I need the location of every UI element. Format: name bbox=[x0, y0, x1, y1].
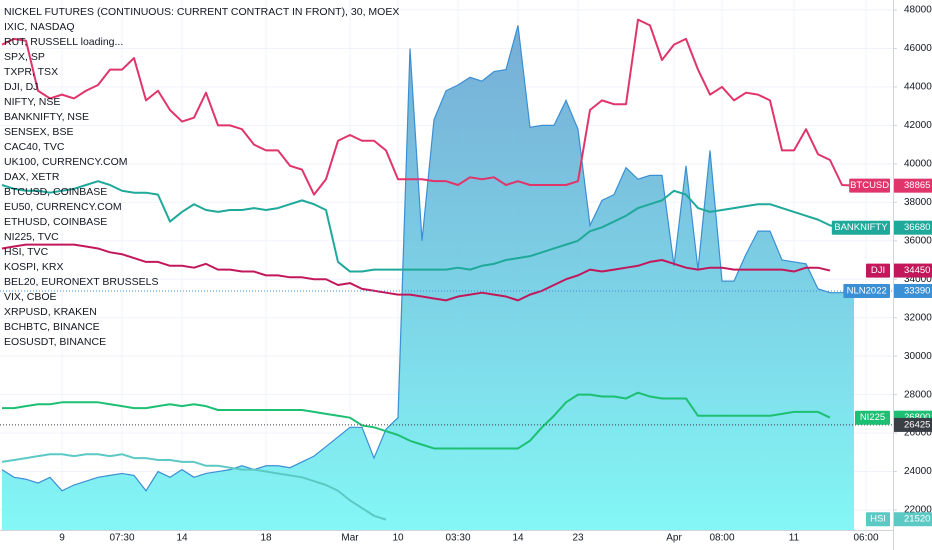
y-tick-label: 42000 bbox=[904, 120, 932, 131]
tag-value: 38865 bbox=[904, 180, 930, 191]
tag-value: 26800 bbox=[904, 412, 930, 423]
series-line bbox=[1, 453, 387, 521]
tag-value-box bbox=[894, 283, 932, 298]
legend-item: IXIC, NASDAQ bbox=[4, 21, 75, 33]
legend-item: BEL20, EURONEXT BRUSSELS bbox=[4, 276, 158, 288]
axes: 22000 24000 26000 28000 30000 32000 34000 36000… bbox=[59, 5, 932, 544]
legend-item: DAX, XETR bbox=[4, 171, 60, 183]
x-tick-label: 11 bbox=[789, 533, 800, 544]
x-tick-label: 10 bbox=[392, 533, 404, 544]
tag-value: 26425 bbox=[904, 419, 930, 430]
tag-value: 36680 bbox=[904, 222, 930, 233]
y-tick-label: 44000 bbox=[904, 82, 932, 93]
legend-item: ETHUSD, COINBASE bbox=[4, 216, 107, 228]
legend-item: KOSPI, KRX bbox=[4, 261, 64, 273]
tag-name-box bbox=[855, 410, 890, 425]
y-tick-label: 46000 bbox=[904, 43, 932, 54]
tag-value: 34450 bbox=[904, 265, 930, 276]
price-tag: HSI 21520 bbox=[866, 512, 932, 527]
tag-value-box bbox=[894, 512, 932, 527]
x-tick-label: 14 bbox=[176, 533, 188, 544]
legend-item: HSI, TVC bbox=[4, 246, 49, 258]
x-tick-label: 06:00 bbox=[853, 533, 878, 544]
tag-value: 33390 bbox=[904, 285, 930, 296]
legend-item: BCHBTC, BINANCE bbox=[4, 321, 100, 333]
y-tick-label: 24000 bbox=[904, 466, 932, 477]
crosshair-tag: 26425 bbox=[894, 417, 932, 432]
legend-item: XRPUSD, KRAKEN bbox=[4, 306, 97, 318]
legend-item: NIFTY, NSE bbox=[4, 96, 60, 108]
y-tick-label: 36000 bbox=[904, 235, 932, 246]
legend-item: BANKNIFTY, NSE bbox=[4, 111, 89, 123]
y-tick-label: 28000 bbox=[904, 389, 932, 400]
tag-value-box bbox=[894, 263, 932, 278]
tag-value-box bbox=[894, 417, 932, 432]
legend-title: NICKEL FUTURES (CONTINUOUS: CURRENT CONT… bbox=[4, 6, 399, 18]
y-tick-label: 32000 bbox=[904, 312, 932, 323]
tag-name-box bbox=[866, 512, 890, 527]
series-line bbox=[1, 180, 855, 273]
y-tick-label: 40000 bbox=[904, 158, 932, 169]
x-tick-label: Mar bbox=[341, 533, 359, 544]
x-tick-label: 14 bbox=[512, 533, 524, 544]
tag-value: 21520 bbox=[904, 514, 930, 525]
x-tick-label: 03:30 bbox=[445, 533, 470, 544]
tag-name: NI225 bbox=[860, 412, 885, 423]
tag-name: DJI bbox=[871, 265, 885, 276]
y-tick-label: 38000 bbox=[904, 197, 932, 208]
price-tag: BTCUSD 38865 bbox=[849, 178, 932, 193]
legend-item: CAC40, TVC bbox=[4, 141, 65, 153]
price-tag: DJI 34450 bbox=[866, 263, 932, 278]
x-tick-label: 18 bbox=[260, 533, 272, 544]
legend-item: SENSEX, BSE bbox=[4, 126, 73, 138]
plot-area bbox=[0, 18, 893, 531]
legend-item: BTCUSD, COINBASE bbox=[4, 186, 107, 198]
legend-item: TXPR, TSX bbox=[4, 66, 58, 78]
legend-item: NI225, TVC bbox=[4, 231, 59, 243]
tag-name-box bbox=[866, 263, 890, 278]
tag-name: BANKNIFTY bbox=[834, 222, 888, 233]
y-tick-label: 34000 bbox=[904, 274, 932, 285]
price-tag: NLN2022 33390 bbox=[843, 283, 932, 298]
y-tick-label: 48000 bbox=[904, 5, 932, 16]
tag-name-box bbox=[831, 220, 890, 235]
x-tick-label: 08:00 bbox=[709, 533, 734, 544]
legend-item: UK100, CURRENCY.COM bbox=[4, 156, 128, 168]
legend-item: EOSUSDT, BINANCE bbox=[4, 336, 106, 348]
tag-name-box bbox=[849, 178, 890, 193]
x-tick-label: Apr bbox=[666, 533, 682, 544]
tag-name: HSI bbox=[870, 514, 886, 525]
tag-value-box bbox=[894, 178, 932, 193]
legend-item: EU50, CURRENCY.COM bbox=[4, 201, 122, 213]
y-tick-label: 26000 bbox=[904, 428, 932, 439]
x-tick-label: 23 bbox=[572, 533, 584, 544]
area-fill bbox=[2, 25, 854, 531]
y-tick-label: 22000 bbox=[904, 505, 932, 516]
tag-name-box bbox=[843, 283, 890, 298]
series-line bbox=[2, 391, 831, 450]
x-tick-label: 9 bbox=[59, 533, 65, 544]
legend-item: RUT, RUSSELL loading... bbox=[4, 36, 123, 48]
y-tick-label: 30000 bbox=[904, 351, 932, 362]
price-tags: NLN2022 33390 HSI 21520 BTCUSD 38865 BANKNIFTY… bbox=[831, 178, 932, 527]
legend: NICKEL FUTURES (CONTINUOUS: CURRENT CONT… bbox=[4, 6, 399, 348]
series-line bbox=[1, 18, 855, 196]
x-tick-label: 07:30 bbox=[109, 533, 134, 544]
tag-value-box bbox=[894, 220, 932, 235]
tag-name: BTCUSD bbox=[850, 180, 889, 191]
legend-item: SPX, SP bbox=[4, 51, 45, 63]
legend-item: VIX, CBOE bbox=[4, 291, 57, 303]
legend-item: DJI, DJ bbox=[4, 81, 38, 93]
series-line bbox=[1, 243, 831, 302]
tag-name: NLN2022 bbox=[847, 285, 887, 296]
price-tag: BANKNIFTY 36680 bbox=[831, 220, 932, 235]
